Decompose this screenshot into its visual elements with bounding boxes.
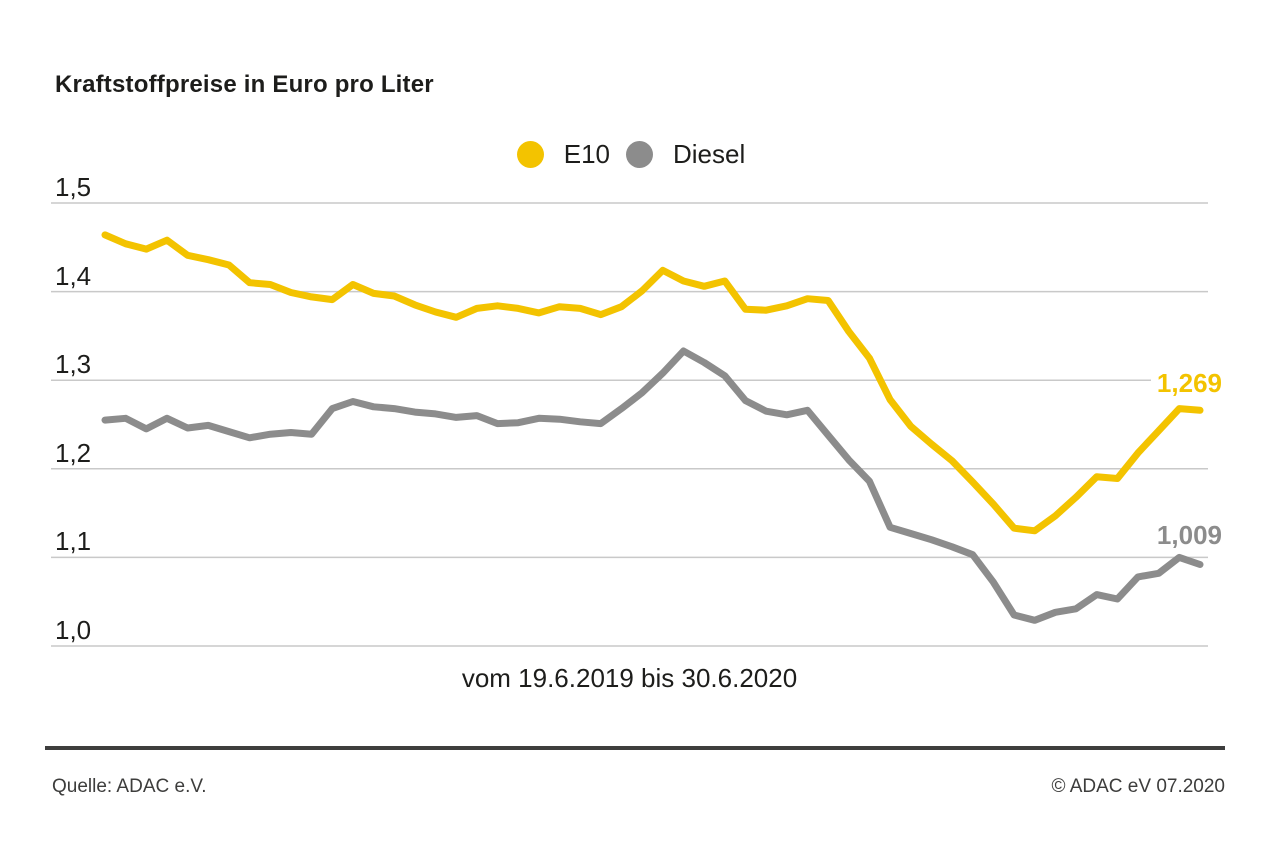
e10-end-value-label: 1,269 [1150, 369, 1222, 397]
legend-item-diesel: Diesel [626, 139, 745, 170]
legend-label-e10: E10 [563, 139, 610, 169]
legend: E10 Diesel [0, 139, 1280, 170]
e10-line [101, 231, 1204, 535]
y-tick-label: 1,1 [55, 526, 92, 557]
e10-color-dot-icon [516, 141, 544, 168]
legend-label-diesel: Diesel [673, 139, 746, 169]
x-axis-caption: vom 19.6.2019 bis 30.6.2020 [461, 663, 798, 693]
copyright-text: © ADAC eV 07.2020 [1051, 776, 1226, 797]
y-tick-label: 1,0 [55, 615, 92, 645]
y-tick-label: 1,3 [55, 349, 92, 380]
y-tick-label: 1,4 [55, 260, 92, 291]
diesel-line [101, 347, 1204, 624]
y-tick-label: 1,5 [55, 172, 92, 202]
footer: Quelle: ADAC e.V. © ADAC eV 07.2020 [52, 776, 1225, 798]
footer-divider [45, 746, 1225, 750]
y-tick-label: 1,2 [55, 437, 92, 468]
legend-item-e10: E10 [516, 139, 610, 170]
diesel-color-dot-icon [626, 141, 653, 168]
diesel-end-value-label: 1,009 [1150, 521, 1222, 549]
page-title: Kraftstoffpreise in Euro pro Liter [55, 71, 434, 98]
source-text: Quelle: ADAC e.V. [52, 776, 207, 797]
